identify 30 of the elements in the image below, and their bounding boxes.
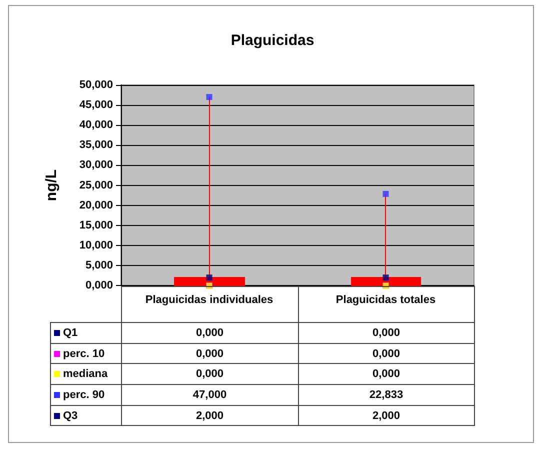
y-tick-label: 20,000 <box>79 199 113 212</box>
y-tick-label: 30,000 <box>79 159 113 172</box>
data-label: 2,000 <box>196 410 224 422</box>
legend-label: Q1 <box>63 326 78 339</box>
data-label: 0,000 <box>196 368 224 380</box>
y-tick-label: 50,000 <box>79 79 113 91</box>
legend-label: perc. 10 <box>63 348 105 360</box>
y-tick-label: 0,000 <box>85 280 113 292</box>
x-tick-label: Plaguicidas individuales <box>145 294 274 306</box>
data-label: 0,000 <box>196 348 224 360</box>
legend-label: mediana <box>63 368 108 380</box>
y-tick-label: 35,000 <box>79 139 113 152</box>
data-label: 0,000 <box>372 326 400 339</box>
legend-label: perc. 90 <box>63 388 105 401</box>
y-tick-label: 5,000 <box>85 259 113 272</box>
y-tick-label: 10,000 <box>79 239 113 252</box>
y-tick-label: 45,000 <box>79 99 113 112</box>
legend-label: Q3 <box>63 410 78 422</box>
x-tick-label: Plaguicidas totales <box>336 294 436 306</box>
data-label: 0,000 <box>372 348 400 360</box>
data-label: 0,000 <box>372 368 400 380</box>
y-tick-label: 25,000 <box>79 179 113 192</box>
y-tick-label: 15,000 <box>79 219 113 232</box>
data-label: 2,000 <box>372 410 400 422</box>
chart-title: Plaguicidas <box>230 32 314 49</box>
y-axis-title: ng/L <box>43 169 60 202</box>
data-label: 0,000 <box>196 326 224 339</box>
y-tick-label: 40,000 <box>79 119 113 132</box>
data-label: 47,000 <box>192 388 227 401</box>
data-label: 22,833 <box>369 388 404 401</box>
